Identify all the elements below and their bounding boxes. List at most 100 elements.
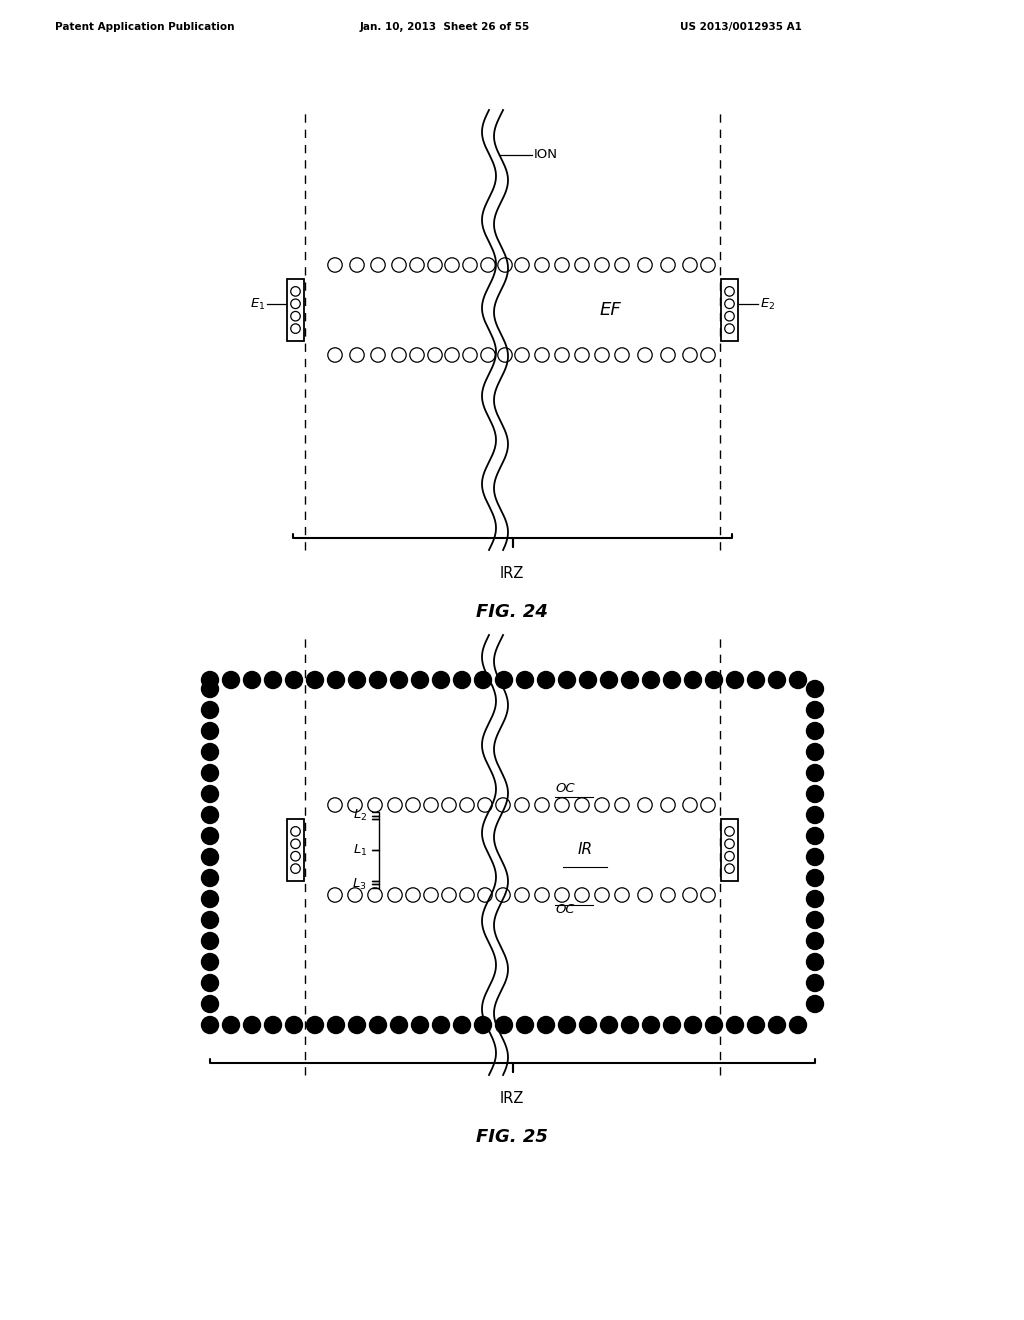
Circle shape [622,672,639,689]
Circle shape [432,672,450,689]
Circle shape [768,672,785,689]
Circle shape [664,672,681,689]
Circle shape [807,743,823,760]
Circle shape [684,1016,701,1034]
Circle shape [496,1016,512,1034]
Bar [287,279,304,341]
Circle shape [600,1016,617,1034]
Circle shape [286,672,302,689]
Circle shape [286,1016,302,1034]
Bar [721,818,738,880]
Circle shape [538,672,555,689]
Circle shape [538,1016,555,1034]
Circle shape [202,681,218,697]
Circle shape [244,1016,260,1034]
Circle shape [202,974,218,991]
Circle shape [807,701,823,718]
Circle shape [807,974,823,991]
Circle shape [454,672,470,689]
Circle shape [790,672,807,689]
Text: IR: IR [578,842,593,858]
Circle shape [516,672,534,689]
Circle shape [807,681,823,697]
Circle shape [454,1016,470,1034]
Circle shape [202,785,218,803]
Circle shape [202,722,218,739]
Circle shape [807,912,823,928]
Circle shape [807,870,823,887]
Circle shape [202,953,218,970]
Circle shape [202,764,218,781]
Circle shape [432,1016,450,1034]
Circle shape [807,828,823,845]
Circle shape [706,672,723,689]
Text: Patent Application Publication: Patent Application Publication [55,22,234,32]
Circle shape [412,672,428,689]
Circle shape [807,764,823,781]
Circle shape [558,1016,575,1034]
Circle shape [748,672,765,689]
Circle shape [807,891,823,908]
Circle shape [306,672,324,689]
Circle shape [580,672,597,689]
Circle shape [474,672,492,689]
Circle shape [600,672,617,689]
Circle shape [202,743,218,760]
Circle shape [202,701,218,718]
Circle shape [202,995,218,1012]
Text: $L_3$: $L_3$ [352,876,367,892]
Bar [721,279,738,341]
Circle shape [306,1016,324,1034]
Text: OC: OC [555,781,574,795]
Circle shape [244,672,260,689]
Circle shape [202,1016,218,1034]
Circle shape [222,672,240,689]
Circle shape [390,672,408,689]
Text: ION: ION [534,149,558,161]
Circle shape [726,1016,743,1034]
Text: $L_1$: $L_1$ [352,842,367,858]
Circle shape [496,672,512,689]
Circle shape [328,672,344,689]
Circle shape [807,932,823,949]
Circle shape [348,1016,366,1034]
Text: Jan. 10, 2013  Sheet 26 of 55: Jan. 10, 2013 Sheet 26 of 55 [360,22,530,32]
Text: FIG. 24: FIG. 24 [476,603,548,620]
Circle shape [328,1016,344,1034]
Circle shape [202,932,218,949]
Circle shape [202,807,218,824]
Circle shape [202,891,218,908]
Circle shape [474,1016,492,1034]
Text: $E_1$: $E_1$ [250,297,265,312]
Circle shape [370,1016,386,1034]
Circle shape [664,1016,681,1034]
Bar [287,818,304,880]
Circle shape [622,1016,639,1034]
Circle shape [807,995,823,1012]
Circle shape [790,1016,807,1034]
Circle shape [348,672,366,689]
Circle shape [222,1016,240,1034]
Circle shape [202,870,218,887]
Circle shape [807,722,823,739]
Circle shape [748,1016,765,1034]
Text: IRZ: IRZ [500,566,524,581]
Circle shape [202,849,218,866]
Text: FIG. 25: FIG. 25 [476,1129,548,1146]
Circle shape [516,1016,534,1034]
Circle shape [807,953,823,970]
Circle shape [390,1016,408,1034]
Circle shape [580,1016,597,1034]
Text: OC: OC [555,903,574,916]
Circle shape [202,912,218,928]
Circle shape [412,1016,428,1034]
Text: EF: EF [599,301,621,319]
Circle shape [202,828,218,845]
Circle shape [642,1016,659,1034]
Circle shape [807,849,823,866]
Circle shape [264,672,282,689]
Circle shape [726,672,743,689]
Text: IRZ: IRZ [500,1092,524,1106]
Circle shape [807,807,823,824]
Circle shape [202,672,218,689]
